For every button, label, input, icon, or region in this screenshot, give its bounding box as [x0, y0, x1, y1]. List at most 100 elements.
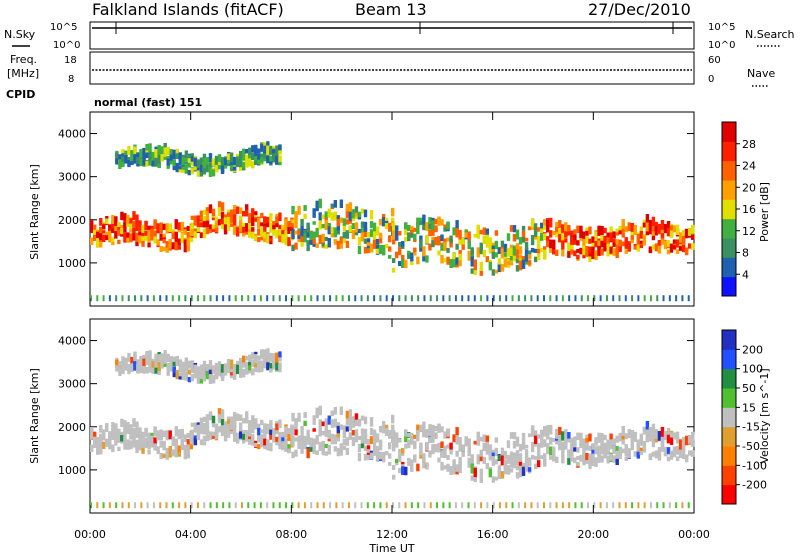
colorbar-tick-label: -15	[742, 421, 760, 434]
velocity-cell	[208, 436, 213, 440]
power-cell	[549, 295, 552, 302]
velocity-cell	[518, 444, 523, 452]
power-cell	[354, 231, 359, 236]
power-cell	[416, 222, 420, 230]
power-cell	[287, 237, 291, 246]
power-cell	[315, 227, 319, 238]
power-cell	[306, 226, 310, 233]
velocity-cell	[476, 454, 480, 465]
power-cell	[398, 295, 401, 302]
power-cell	[135, 214, 139, 225]
velocity-cell	[624, 456, 628, 461]
power-cell	[678, 232, 683, 243]
velocity-cell	[642, 426, 647, 431]
velocity-cell	[606, 444, 610, 451]
power-cell	[208, 162, 213, 171]
power-cell	[564, 238, 568, 243]
power-cell	[479, 249, 483, 255]
power-cell	[330, 212, 334, 221]
power-cell	[546, 236, 550, 244]
velocity-cell	[494, 459, 499, 465]
velocity-cell	[217, 427, 222, 433]
power-cell	[536, 252, 541, 261]
power-cell	[215, 295, 218, 302]
velocity-cell	[266, 429, 270, 435]
power-cell	[266, 233, 270, 241]
power-cell	[552, 230, 556, 236]
velocity-cell	[169, 367, 173, 372]
power-cell	[242, 151, 246, 161]
power-cell	[202, 215, 207, 222]
velocity-cell	[312, 428, 316, 432]
velocity-cell	[373, 502, 376, 509]
power-cell	[168, 223, 172, 232]
velocity-cell	[202, 365, 207, 376]
power-cell	[381, 246, 386, 256]
power-cell	[324, 211, 328, 219]
velocity-cell	[294, 429, 298, 436]
velocity-cell	[141, 431, 145, 440]
colorbar-tick-label: 12	[742, 225, 756, 238]
velocity-cell	[111, 435, 115, 440]
power-cell	[498, 295, 501, 302]
velocity-cell	[618, 432, 622, 438]
power-cell	[146, 295, 149, 302]
power-cell	[327, 237, 331, 248]
power-cell	[690, 243, 695, 250]
power-cell	[515, 249, 520, 259]
power-cell	[579, 225, 583, 234]
velocity-cell	[278, 431, 282, 437]
velocity-cell	[266, 446, 270, 451]
power-cell	[536, 227, 541, 232]
velocity-cell	[413, 434, 417, 439]
velocity-cell	[172, 356, 176, 364]
velocity-cell	[272, 353, 276, 358]
power-cell	[570, 243, 574, 250]
velocity-cell	[539, 429, 544, 436]
power-cell	[175, 148, 179, 156]
velocity-cell	[205, 364, 210, 372]
velocity-cell	[392, 474, 396, 480]
velocity-cell	[555, 434, 559, 439]
power-cell	[428, 243, 432, 251]
velocity-cell	[129, 430, 133, 437]
velocity-cell	[217, 408, 222, 419]
power-cell	[434, 218, 438, 225]
velocity-cell	[392, 430, 396, 438]
beam-title: Beam 13	[355, 0, 427, 19]
velocity-cell	[479, 449, 483, 460]
velocity-cell	[162, 440, 166, 445]
power-cell	[327, 208, 331, 218]
velocity-cell	[657, 446, 662, 454]
power-cell	[428, 230, 432, 237]
power-cell	[115, 152, 119, 162]
velocity-cell	[509, 468, 514, 473]
power-cell	[440, 254, 444, 264]
power-cell	[315, 200, 319, 209]
velocity-cell	[202, 416, 207, 423]
velocity-cell	[260, 350, 264, 359]
velocity-cell	[669, 432, 674, 438]
velocity-cell	[612, 438, 616, 446]
power-cell	[251, 152, 255, 158]
velocity-cell	[442, 502, 445, 509]
velocity-cell	[351, 416, 356, 426]
velocity-cell	[505, 502, 508, 509]
power-cell	[443, 258, 447, 263]
power-cell	[287, 221, 291, 228]
power-cell	[645, 222, 650, 232]
velocity-cell	[378, 425, 383, 433]
velocity-cell	[345, 447, 350, 455]
velocity-cell	[342, 446, 347, 451]
velocity-cell	[536, 459, 541, 468]
power-cell	[127, 145, 131, 155]
power-cell	[145, 143, 149, 151]
power-cell	[687, 228, 692, 236]
power-cell	[189, 237, 194, 243]
velocity-cell	[315, 434, 319, 445]
velocity-cell	[105, 438, 109, 443]
power-cell	[567, 227, 571, 236]
velocity-cell	[587, 502, 590, 509]
velocity-cell	[392, 502, 394, 509]
velocity-cell	[153, 446, 157, 451]
